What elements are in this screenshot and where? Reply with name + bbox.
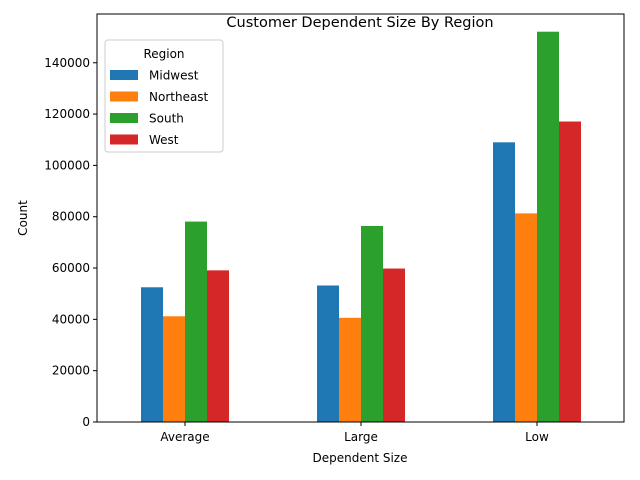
x-tick-label: Large (344, 430, 378, 444)
bar-west-average (207, 270, 229, 422)
x-axis: Average Large Low (160, 422, 549, 444)
legend-label-south: South (149, 112, 184, 126)
x-axis-label: Dependent Size (313, 451, 408, 465)
bar-west-low (559, 121, 581, 423)
bar-west-large (383, 268, 405, 422)
y-tick-label: 140000 (44, 56, 90, 70)
legend-swatch-northeast (110, 91, 138, 102)
bar-northeast-low (515, 213, 537, 422)
legend-label-west: West (149, 133, 179, 147)
bar-south-large (361, 225, 383, 422)
bar-midwest-large (317, 285, 339, 422)
chart-title: Customer Dependent Size By Region (226, 15, 493, 31)
bar-northeast-large (339, 317, 361, 422)
bar-midwest-average (141, 287, 163, 422)
bar-south-low (537, 31, 559, 423)
legend-box (104, 39, 224, 153)
plot-area (96, 13, 625, 423)
y-tick-label: 40000 (52, 312, 90, 326)
bar-midwest-low (493, 142, 515, 422)
y-tick-label: 20000 (52, 364, 90, 378)
y-tick-label: 120000 (44, 107, 90, 121)
legend-label-midwest: Midwest (149, 69, 199, 83)
y-tick-label: 100000 (44, 158, 90, 172)
bar-south-average (185, 221, 207, 422)
legend-swatch-midwest (110, 70, 138, 80)
x-tick-label: Low (525, 430, 549, 444)
legend-items: Midwest Northeast South West (110, 69, 209, 147)
y-axis-label: Count (16, 200, 30, 236)
legend-swatch-south (110, 113, 138, 123)
legend: Region Midwest Northeast South West (104, 39, 224, 153)
y-tick-label: 0 (82, 415, 90, 429)
y-axis: 0 20000 40000 60000 80000 100000 120000 140000 (44, 56, 97, 429)
x-tick-label: Average (160, 430, 209, 444)
legend-title: Region (143, 47, 184, 61)
bar-northeast-average (163, 316, 185, 422)
legend-swatch-west (110, 134, 138, 145)
legend-label-northeast: Northeast (149, 90, 209, 104)
y-tick-label: 80000 (52, 210, 90, 224)
y-tick-label: 60000 (52, 261, 90, 275)
bars-group (141, 31, 581, 423)
